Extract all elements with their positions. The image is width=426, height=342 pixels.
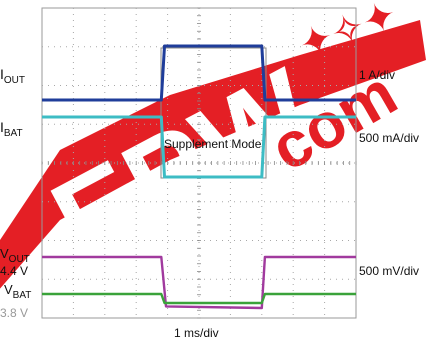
vout-scale-label: 500 mV/div — [359, 264, 419, 278]
trace-i-out — [42, 44, 356, 102]
vbat-label-main: V — [4, 282, 13, 297]
iout-label-main: I — [0, 66, 4, 82]
ibat-label-main: I — [0, 119, 4, 135]
vbat-label: VBAT — [4, 282, 31, 301]
ibat-scale-label: 500 mA/div — [359, 131, 419, 145]
vbat-level-label: 3.8 V — [0, 306, 28, 320]
supplement-mode-label: Supplement Mode — [164, 137, 262, 151]
iout-label-sub: OUT — [4, 75, 25, 86]
vout-level-label: 4.4 V — [0, 264, 28, 278]
trace-v-out — [42, 255, 356, 310]
x-axis-label: 1 ms/div — [174, 326, 219, 340]
vout-label: VOUT — [0, 246, 30, 265]
traces — [42, 44, 356, 310]
vbat-label-sub: BAT — [13, 290, 32, 301]
vout-label-main: V — [0, 246, 9, 261]
trace-i-bat — [42, 115, 356, 179]
ibat-label-sub: BAT — [4, 128, 23, 139]
watermark-band — [0, 20, 426, 289]
ibat-label: IBAT — [0, 119, 23, 139]
iout-label: IOUT — [0, 66, 25, 86]
trace-v-bat — [42, 292, 356, 305]
iout-scale-label: 1 A/div — [359, 68, 395, 82]
vout-label-sub: OUT — [9, 254, 30, 265]
